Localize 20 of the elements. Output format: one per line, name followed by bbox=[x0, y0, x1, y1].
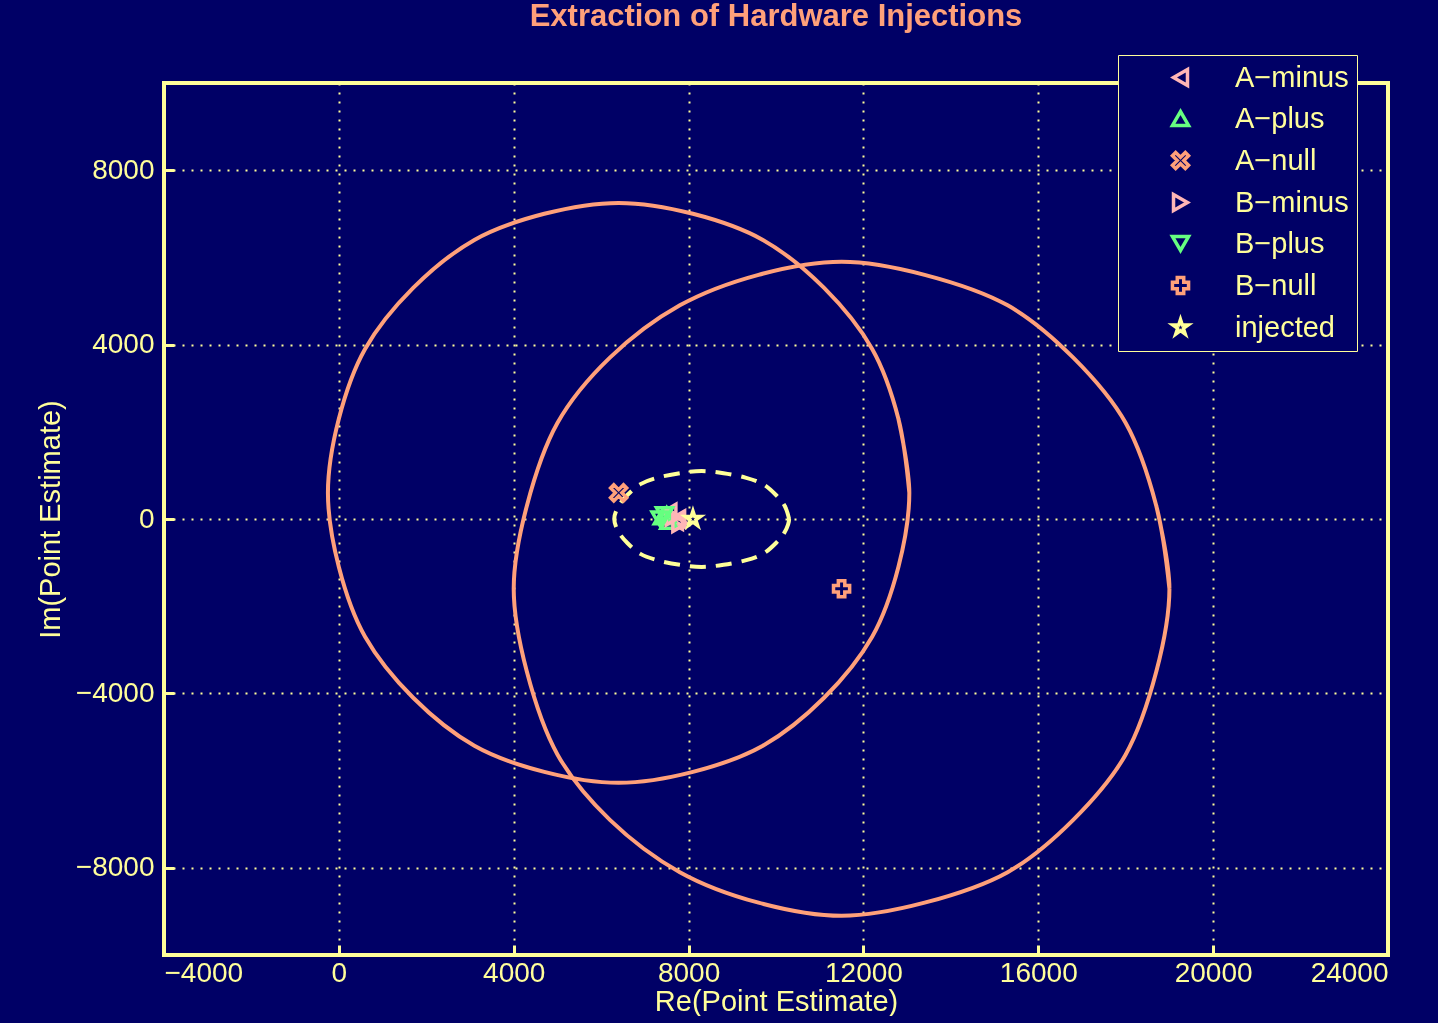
x-tick-label: 16000 bbox=[999, 956, 1078, 988]
x-tick-label: 4000 bbox=[483, 956, 546, 988]
y-tick-label: 8000 bbox=[92, 153, 155, 185]
x-tick-label: 20000 bbox=[1174, 956, 1253, 988]
x-tick-label: 24000 bbox=[1310, 956, 1389, 988]
legend-label: A−null bbox=[1235, 143, 1317, 176]
legend-label: A−minus bbox=[1235, 60, 1349, 93]
y-tick-label: 4000 bbox=[92, 328, 155, 360]
y-tick-label: 0 bbox=[138, 502, 155, 534]
chart-title: Extraction of Hardware Injections bbox=[529, 0, 1023, 33]
legend-label: B−minus bbox=[1235, 185, 1349, 218]
x-tick-label: −4000 bbox=[164, 956, 244, 988]
legend-label: A−plus bbox=[1235, 101, 1325, 134]
legend-label: injected bbox=[1235, 310, 1335, 343]
x-tick-label: 0 bbox=[331, 956, 348, 988]
y-axis-title: Im(Point Estimate) bbox=[33, 400, 66, 639]
y-tick-label: −8000 bbox=[75, 851, 155, 883]
legend-label: B−null bbox=[1235, 268, 1317, 301]
legend-label: B−plus bbox=[1235, 226, 1325, 259]
y-tick-label: −4000 bbox=[75, 676, 155, 708]
